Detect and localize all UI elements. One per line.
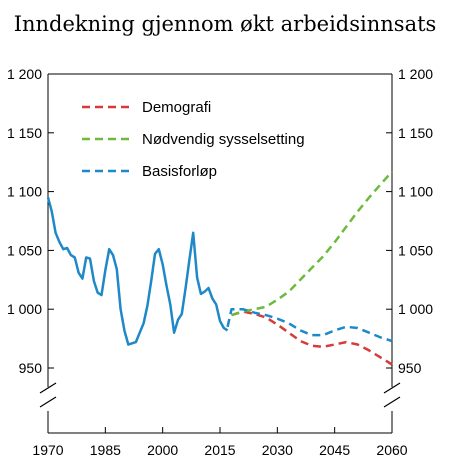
legend-entry: Basisforløp	[142, 163, 217, 180]
y-tick-label-right: 1 200	[398, 66, 433, 82]
chart-title: Inndekning gjennom økt arbeidsinnsats	[13, 12, 437, 36]
series-line-demografi	[231, 310, 393, 366]
x-tick-label: 1970	[32, 442, 63, 458]
y-tick-label-right: 1 100	[398, 184, 433, 200]
y-tick-label-left: 950	[19, 360, 43, 376]
legend-entry: Demografi	[142, 99, 211, 116]
y-tick-label-right: 1 000	[398, 301, 433, 317]
x-tick-label: 2060	[376, 442, 407, 458]
y-tick-label-left: 1 200	[7, 66, 42, 82]
y-tick-label-left: 1 000	[7, 301, 42, 317]
y-tick-label-right: 1 150	[398, 125, 433, 141]
x-tick-label: 2030	[262, 442, 293, 458]
legend-entry: Nødvendig sysselsetting	[142, 131, 305, 148]
series-lines	[46, 170, 393, 366]
legend: Demografi Nødvendig sysselsetting Basisfor…	[82, 99, 305, 180]
y-tick-label-right: 950	[398, 360, 422, 376]
x-tick-label: 2045	[319, 442, 350, 458]
left-axis-break-mark	[39, 382, 57, 408]
y-tick-label-left: 1 050	[7, 242, 42, 258]
x-axis-ticks: 1970 1985 2000 2015 2030 2045 2060	[32, 427, 408, 458]
y-axis-ticks: 950 950 1 000 1 000 1 050 1 050 1 100 1 100 1 15…	[7, 66, 433, 376]
right-axis-break-mark	[383, 382, 401, 408]
x-tick-label: 1985	[90, 442, 121, 458]
plot-frame	[39, 73, 401, 434]
series-line-historical	[46, 197, 229, 346]
series-line-basisforløp	[226, 307, 393, 343]
series-line-nødvendig-sysselsetting	[231, 170, 393, 317]
x-tick-label: 2000	[147, 442, 178, 458]
y-tick-label-left: 1 100	[7, 184, 42, 200]
x-tick-label: 2015	[204, 442, 235, 458]
y-tick-label-left: 1 150	[7, 125, 42, 141]
y-tick-label-right: 1 050	[398, 242, 433, 258]
